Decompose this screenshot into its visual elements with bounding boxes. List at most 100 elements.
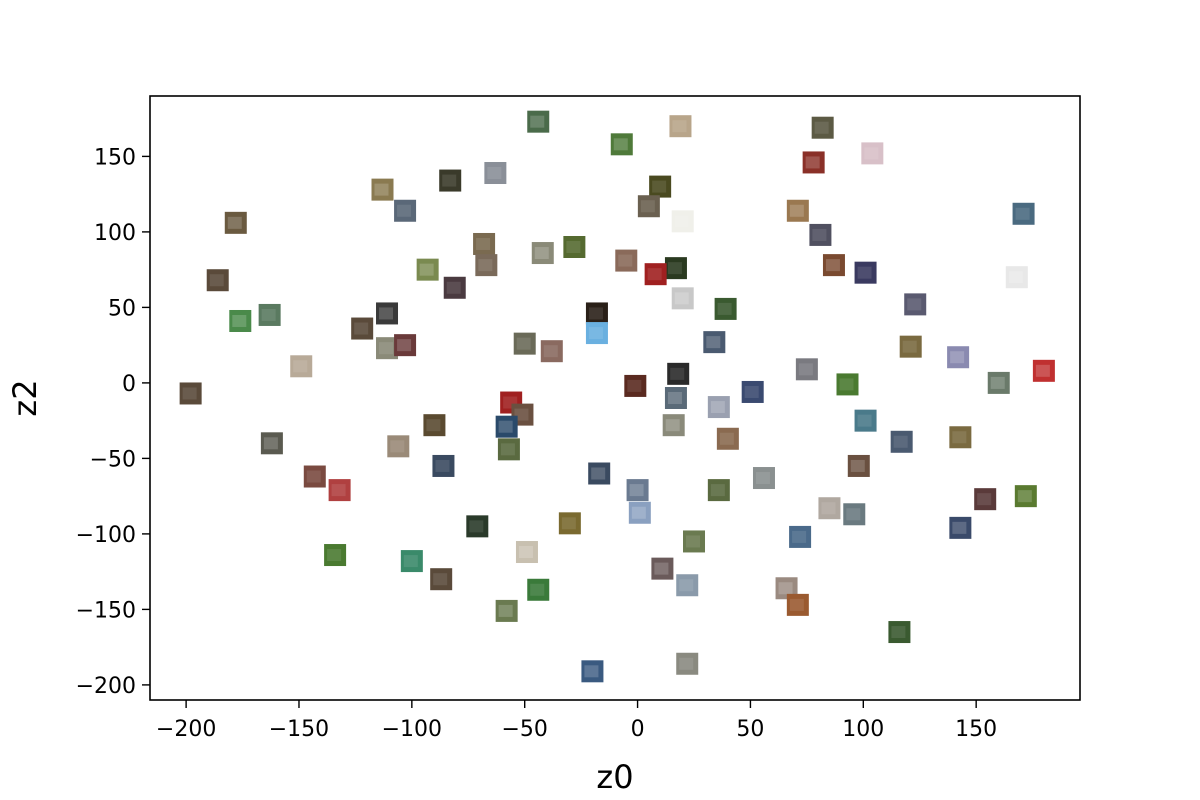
- thumbnail-fill: [1012, 202, 1035, 225]
- image-thumbnail-point: [558, 512, 581, 535]
- image-thumbnail-point: [669, 115, 692, 138]
- thumbnail-detail: [588, 327, 603, 340]
- thumbnail-fill: [497, 438, 520, 461]
- image-thumbnail-point: [786, 593, 809, 616]
- thumbnail-fill: [258, 303, 281, 326]
- image-thumbnail-point: [637, 195, 660, 218]
- image-thumbnail-point: [809, 223, 832, 246]
- thumbnail-fill: [430, 568, 453, 591]
- thumbnail-detail: [814, 121, 829, 134]
- image-thumbnail-point: [513, 332, 536, 355]
- image-thumbnail-point: [179, 382, 202, 405]
- thumbnail-fill: [513, 332, 536, 355]
- thumbnail-detail: [498, 604, 513, 617]
- thumbnail-fill: [224, 211, 247, 234]
- thumbnail-fill: [676, 652, 699, 675]
- image-thumbnail-point: [466, 515, 489, 538]
- image-thumbnail-point: [394, 334, 417, 357]
- image-thumbnail-point: [671, 210, 694, 233]
- thumbnail-detail: [478, 259, 493, 272]
- thumbnail-detail: [435, 459, 450, 472]
- image-thumbnail-point: [1032, 359, 1055, 382]
- image-thumbnail-point: [416, 258, 439, 281]
- thumbnail-fill: [671, 287, 694, 310]
- image-thumbnail-point: [644, 263, 667, 286]
- plot-frame: [149, 95, 1081, 701]
- thumbnail-detail: [789, 204, 804, 217]
- image-thumbnail-point: [664, 257, 687, 280]
- x-tick-label: −200: [156, 717, 216, 742]
- image-thumbnail-point: [752, 467, 775, 490]
- thumbnail-detail: [977, 493, 992, 506]
- thumbnail-detail: [891, 626, 906, 639]
- thumbnail-detail: [717, 302, 732, 315]
- image-thumbnail-point: [328, 479, 351, 502]
- thumbnail-fill: [563, 236, 586, 258]
- image-thumbnail-point: [664, 387, 687, 409]
- thumbnail-detail: [293, 360, 308, 373]
- thumbnail-detail: [686, 535, 701, 548]
- thumbnail-fill: [515, 541, 538, 564]
- thumbnail-fill: [531, 242, 554, 265]
- thumbnail-detail: [952, 431, 967, 444]
- image-thumbnail-point: [1012, 202, 1035, 225]
- image-thumbnail-point: [904, 293, 927, 316]
- image-thumbnail-point: [581, 660, 604, 683]
- image-thumbnail-point: [741, 380, 764, 403]
- thumbnail-detail: [857, 414, 872, 427]
- image-thumbnail-point: [229, 309, 252, 332]
- image-thumbnail-point: [802, 151, 825, 174]
- thumbnail-fill: [809, 223, 832, 246]
- thumbnail-fill: [843, 503, 866, 526]
- thumbnail-detail: [379, 307, 394, 320]
- thumbnail-fill: [949, 426, 972, 449]
- thumbnail-detail: [566, 241, 581, 253]
- thumbnail-fill: [786, 593, 809, 616]
- thumbnail-fill: [1032, 359, 1055, 382]
- image-thumbnail-point: [707, 479, 730, 502]
- thumbnail-detail: [667, 262, 682, 275]
- thumbnail-detail: [812, 228, 827, 241]
- image-thumbnail-point: [495, 599, 518, 622]
- thumbnail-detail: [426, 419, 441, 432]
- thumbnail-fill: [290, 355, 313, 378]
- image-thumbnail-point: [206, 269, 229, 292]
- y-tick-label: 100: [94, 221, 136, 246]
- image-thumbnail-point: [497, 438, 520, 461]
- image-thumbnail-point: [899, 335, 922, 358]
- image-thumbnail-point: [949, 426, 972, 449]
- thumbnail-detail: [627, 379, 642, 392]
- y-tick-label: −100: [76, 523, 136, 548]
- image-thumbnail-point: [624, 374, 647, 397]
- image-thumbnail-point: [473, 232, 496, 255]
- image-thumbnail-point: [527, 578, 550, 601]
- thumbnail-detail: [403, 555, 418, 568]
- thumbnail-detail: [498, 420, 513, 433]
- image-thumbnail-point: [531, 242, 554, 265]
- thumbnail-fill: [626, 479, 649, 502]
- image-thumbnail-point: [1005, 266, 1028, 289]
- thumbnail-fill: [371, 178, 394, 201]
- thumbnail-fill: [484, 162, 507, 185]
- thumbnail-detail: [1015, 207, 1030, 220]
- thumbnail-fill: [376, 337, 399, 360]
- image-thumbnail-point: [290, 355, 313, 378]
- image-thumbnail-point: [258, 303, 281, 326]
- x-tick-label: 100: [842, 717, 884, 742]
- thumbnail-detail: [667, 392, 682, 404]
- thumbnail-fill: [669, 115, 692, 138]
- thumbnail-fill: [394, 199, 417, 222]
- image-thumbnail-point: [662, 414, 685, 437]
- thumbnail-fill: [899, 335, 922, 358]
- image-thumbnail-point: [615, 249, 638, 272]
- image-thumbnail-point: [387, 435, 410, 458]
- thumbnail-fill: [649, 175, 672, 198]
- thumbnail-fill: [888, 621, 911, 644]
- image-thumbnail-point: [475, 254, 498, 277]
- thumbnail-fill: [179, 382, 202, 405]
- thumbnail-detail: [805, 156, 820, 169]
- thumbnail-detail: [839, 378, 854, 391]
- image-thumbnail-point: [789, 525, 812, 548]
- thumbnail-fill: [664, 387, 687, 409]
